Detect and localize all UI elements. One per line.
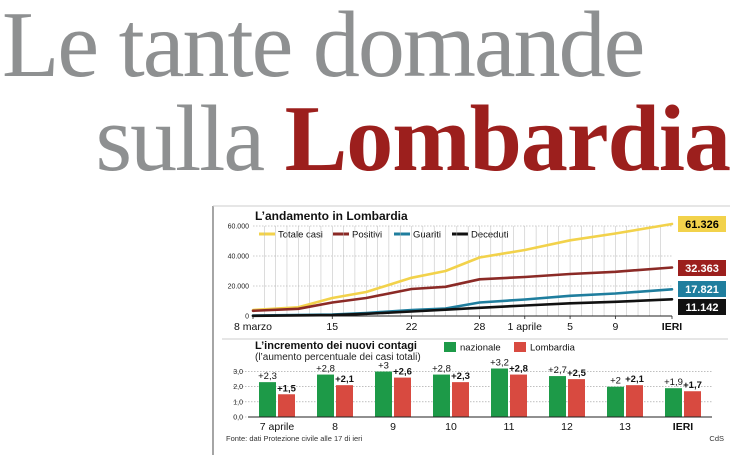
headline-accent-text: Lombardia — [284, 87, 731, 191]
x-tick-label: IERI — [662, 321, 683, 333]
line-chart-legend: Totale casi Positivi Guariti Deceduti — [259, 230, 509, 241]
series-line-totale-casi — [251, 222, 674, 312]
bar-nazionale — [375, 371, 392, 417]
headline-line-1: Le tante domande — [2, 0, 645, 97]
x-tick-label: 12 — [561, 421, 573, 433]
bar-nazionale — [433, 374, 450, 417]
y-tick-label: 0,0 — [233, 415, 243, 422]
end-label: 32.363 — [685, 263, 719, 275]
line-chart-title: L’andamento in Lombardia — [255, 209, 408, 223]
bar-lombardia — [626, 385, 643, 417]
bar-value-label: +2,8 — [432, 364, 451, 375]
bar-lombardia — [394, 377, 411, 417]
y-tick-label: 2,0 — [233, 384, 243, 391]
x-tick-label: 1 aprile — [508, 321, 543, 333]
bar-nazionale — [317, 374, 334, 417]
end-label-box — [678, 299, 726, 315]
series-line-deceduti — [251, 297, 674, 318]
x-tick-label: 13 — [619, 421, 631, 433]
bar-value-label: +2,6 — [393, 367, 412, 378]
bar-chart-value-labels: +2,3+1,5+2,8+2,1+3+2,6 +2,8+2,3+3,2+2,8 +2… — [258, 358, 702, 395]
bar-nazionale — [549, 376, 566, 417]
x-tick-label: 9 — [612, 321, 618, 333]
line-chart-series — [251, 222, 674, 318]
bar-value-label: +1,9 — [664, 377, 683, 388]
bar-value-label: +2,8 — [316, 364, 335, 375]
legend-label: Positivi — [352, 230, 382, 241]
bar-chart-legend: nazionale Lombardia — [444, 342, 576, 354]
y-tick-label: 0 — [245, 314, 249, 321]
bar-lombardia — [336, 385, 353, 417]
headline-plain-text: sulla — [95, 87, 285, 191]
bar-value-label: +2,3 — [451, 371, 470, 382]
credit-note: CdS — [709, 434, 724, 443]
x-tick-label: 28 — [474, 321, 486, 333]
bar-nazionale — [259, 382, 276, 417]
x-tick-label: 7 aprile — [260, 421, 295, 433]
x-tick-label: 9 — [390, 421, 396, 433]
x-tick-label: 15 — [326, 321, 338, 333]
headline-line-2: sulla Lombardia — [96, 92, 731, 186]
bar-value-label: +1,5 — [277, 383, 296, 394]
end-label: 61.326 — [685, 219, 719, 231]
bar-value-label: +2,7 — [548, 365, 567, 376]
end-label: 17.821 — [685, 284, 719, 296]
bar-value-label: +2,1 — [625, 374, 644, 385]
source-note: Fonte: dati Protezione civile alle 17 di… — [226, 434, 363, 443]
legend-swatch — [514, 342, 526, 352]
y-tick-label: 1,0 — [233, 399, 243, 406]
legend-swatch — [444, 342, 456, 352]
bar-lombardia — [684, 391, 701, 417]
y-tick-label: 60.000 — [228, 224, 250, 231]
bar-value-label: +2 — [610, 376, 621, 387]
bar-chart-subtitle: (l’aumento percentuale dei casi totali) — [255, 352, 421, 363]
x-tick-label: 11 — [504, 421, 515, 433]
bar-chart-title: L’incremento dei nuovi contagi — [255, 340, 417, 352]
bar-lombardia — [568, 379, 585, 417]
x-tick-label: 22 — [406, 321, 418, 333]
legend-label: Totale casi — [278, 230, 323, 241]
legend-label: Deceduti — [471, 230, 509, 241]
bar-chart-bars — [259, 368, 701, 417]
y-tick-label: 3,0 — [233, 369, 243, 376]
series-line-positivi — [251, 266, 674, 313]
line-chart-end-labels: 61.326 32.363 17.821 11.142 — [678, 216, 726, 315]
bar-value-label: +2,1 — [335, 374, 354, 385]
bar-value-label: +2,3 — [258, 371, 277, 382]
x-tick-label: 8 marzo — [234, 321, 272, 333]
y-tick-label: 40.000 — [228, 254, 250, 261]
x-tick-label: 8 — [332, 421, 338, 433]
bar-chart-x-axis: 7 aprile 8 9 10 11 12 13 IERI — [248, 416, 712, 433]
x-tick-label: IERI — [673, 421, 694, 433]
bar-nazionale — [665, 388, 682, 417]
bar-value-label: +2,5 — [567, 368, 586, 379]
bar-nazionale — [491, 368, 508, 417]
y-tick-label: 20.000 — [228, 284, 250, 291]
bar-value-label: +2,8 — [509, 364, 528, 375]
legend-label: Lombardia — [530, 343, 576, 354]
bar-nazionale — [607, 386, 624, 417]
infographic-panel — [213, 206, 730, 452]
end-label-box — [678, 216, 726, 232]
end-label-box — [678, 260, 726, 276]
legend-label: nazionale — [460, 343, 501, 354]
end-label: 11.142 — [685, 302, 718, 314]
bar-lombardia — [510, 374, 527, 417]
bar-value-label: +3 — [378, 361, 389, 372]
bar-lombardia — [452, 382, 469, 417]
bar-lombardia — [278, 394, 295, 417]
bar-value-label: +3,2 — [490, 358, 509, 369]
bar-value-label: +1,7 — [683, 380, 702, 391]
x-tick-label: 10 — [445, 421, 457, 433]
x-tick-label: 5 — [567, 321, 573, 333]
line-chart-y-axis: 60.000 40.000 20.000 0 — [228, 224, 250, 321]
legend-label: Guariti — [413, 230, 441, 241]
end-label-box — [678, 281, 726, 297]
